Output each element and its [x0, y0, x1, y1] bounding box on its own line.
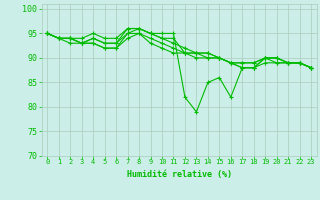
X-axis label: Humidité relative (%): Humidité relative (%) [127, 170, 232, 179]
